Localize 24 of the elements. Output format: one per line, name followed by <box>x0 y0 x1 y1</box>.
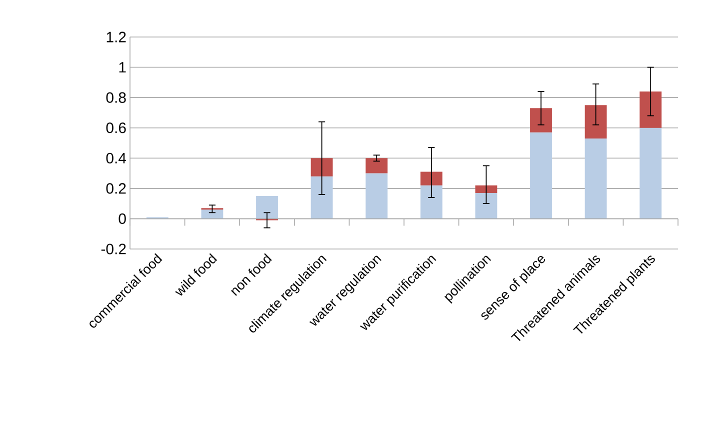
bar <box>640 128 662 219</box>
bar <box>584 138 607 219</box>
bar <box>530 132 552 219</box>
bar <box>201 210 224 219</box>
y-tick-label: 1 <box>119 62 126 72</box>
y-tick-label: 1.2 <box>106 32 126 42</box>
bar <box>640 92 662 128</box>
y-tick-label: 0.8 <box>106 92 126 103</box>
bar <box>420 185 442 219</box>
bar <box>310 158 333 176</box>
bar <box>530 108 552 132</box>
bar <box>310 176 333 219</box>
y-tick-label: -0.2 <box>101 244 126 254</box>
bar <box>584 105 607 138</box>
bar <box>366 173 388 219</box>
bar <box>475 185 498 193</box>
y-tick-label: 0.2 <box>106 183 126 194</box>
y-tick-label: 0.6 <box>106 122 126 134</box>
bar <box>366 158 388 174</box>
bar <box>475 192 498 219</box>
bar <box>256 196 278 219</box>
bar <box>420 172 442 186</box>
y-tick-label: 0.4 <box>106 152 126 164</box>
y-tick-label: 0 <box>118 213 126 224</box>
